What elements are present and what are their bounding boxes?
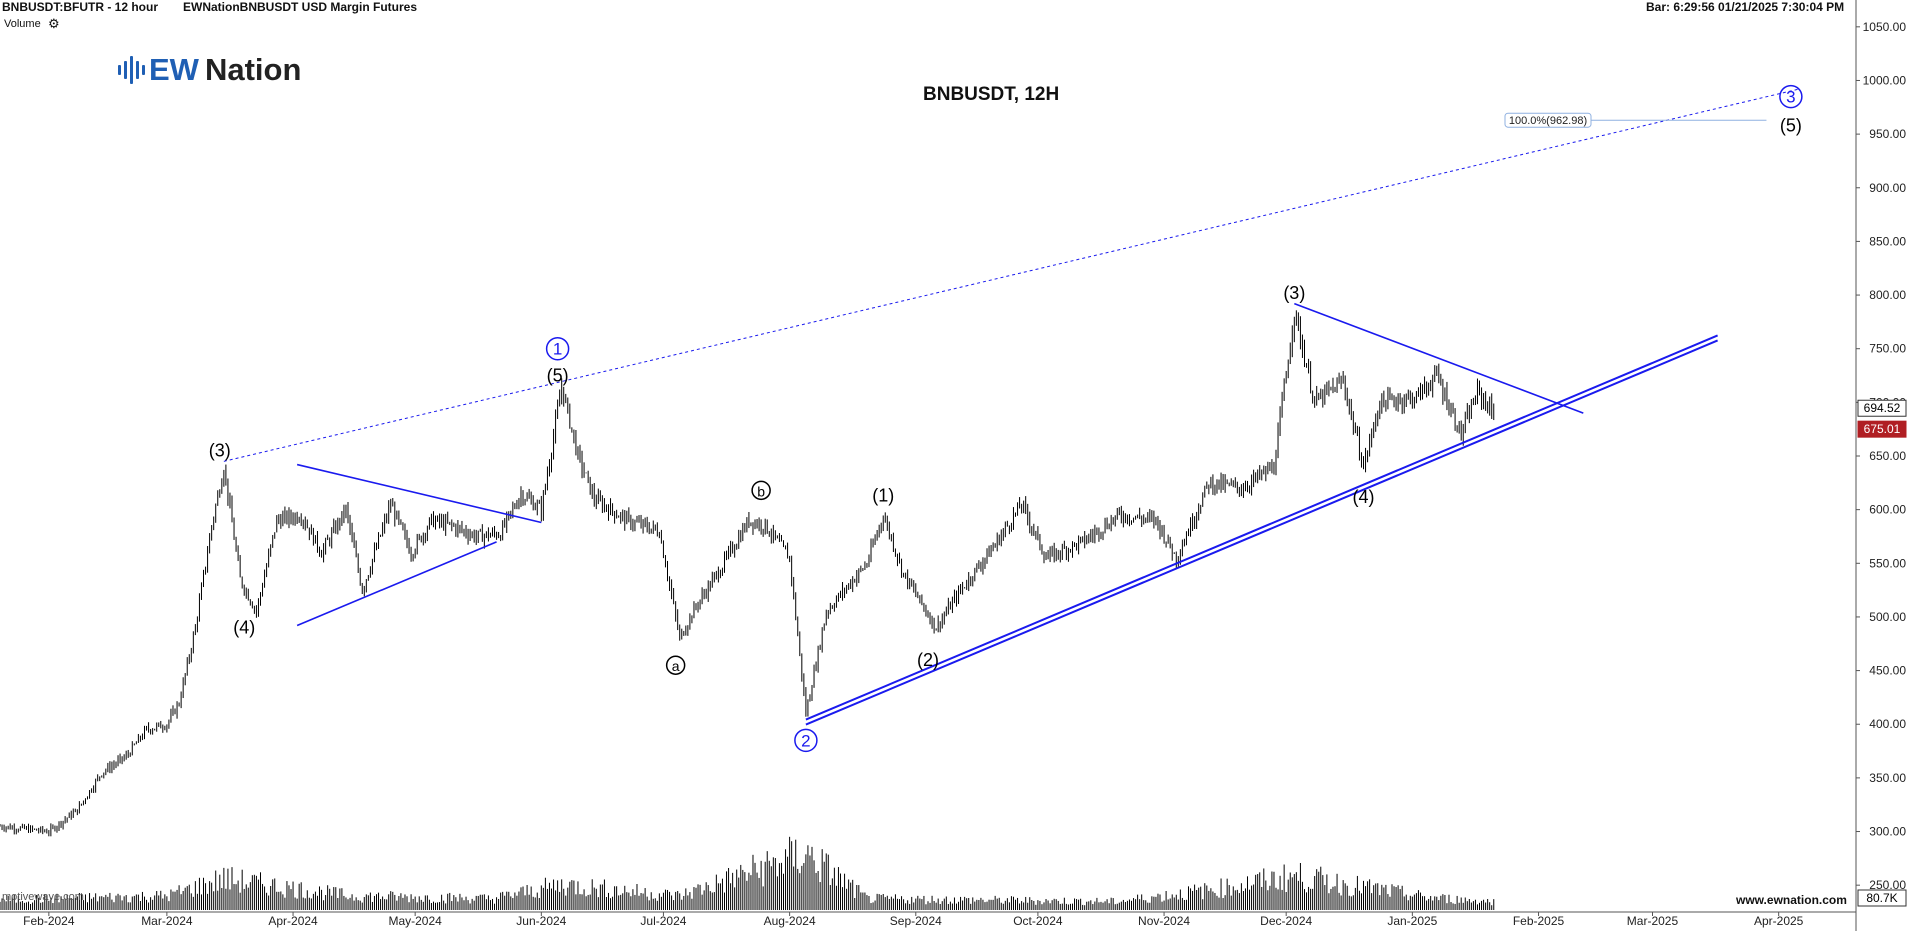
ew-nation-logo-icon <box>118 56 145 84</box>
ew-nation-logo: EW Nation <box>118 52 301 88</box>
y-tick-label: 300.00 <box>1869 825 1906 839</box>
x-tick-label: Sep-2024 <box>890 914 942 928</box>
x-tick-label: Aug-2024 <box>764 914 816 928</box>
wave-label: (4) <box>233 618 255 638</box>
wave-label: (5) <box>1780 116 1802 136</box>
wave-label: 3 <box>1786 88 1795 107</box>
x-tick-label: Jun-2024 <box>516 914 566 928</box>
y-tick-label: 600.00 <box>1869 503 1906 517</box>
chart-title: BNBUSDT, 12H <box>923 84 1060 105</box>
website-label: www.ewnation.com <box>1736 893 1847 907</box>
x-tick-label: Dec-2024 <box>1260 914 1312 928</box>
y-tick-label: 950.00 <box>1869 127 1906 141</box>
wave-label: 1 <box>553 340 562 359</box>
bar-time-readout: Bar: 6:29:56 01/21/2025 7:30:04 PM <box>1646 0 1845 14</box>
last-price-box <box>1857 420 1907 438</box>
wave-label: (3) <box>1283 283 1305 303</box>
wave-label: b <box>757 483 765 499</box>
y-tick-label: 250.00 <box>1869 878 1906 892</box>
watermark: motivewave.com <box>2 891 84 903</box>
instrument-description: EWNationBNBUSDT USD Margin Futures <box>183 0 417 14</box>
wave-label: (4) <box>1353 487 1375 507</box>
y-tick-label: 550.00 <box>1869 556 1906 570</box>
x-tick-label: Jul-2024 <box>640 914 686 928</box>
y-tick-label: 900.00 <box>1869 181 1906 195</box>
y-tick-label: 500.00 <box>1869 610 1906 624</box>
logo-ew-text: EW <box>149 52 199 87</box>
last-price-box <box>1857 399 1907 417</box>
wave-label: (1) <box>872 486 894 506</box>
x-tick-label: Mar-2024 <box>141 914 193 928</box>
wave-label: a <box>672 658 680 674</box>
trendline <box>1294 302 1584 414</box>
wave-label-circle <box>665 655 686 675</box>
x-tick-label: May-2024 <box>388 914 442 928</box>
gear-icon[interactable]: ⚙ <box>48 16 60 31</box>
x-tick-label: Apr-2025 <box>1754 914 1804 928</box>
wave-label-circle <box>751 480 771 501</box>
fib-level-box <box>1504 112 1592 128</box>
wave-label: (5) <box>547 366 569 386</box>
y-tick-label: 400.00 <box>1869 717 1906 731</box>
fib-level-label: 100.0%(962.98) <box>1509 115 1587 127</box>
trendline <box>296 541 497 627</box>
wave-label: 2 <box>801 731 810 750</box>
y-tick-label: 750.00 <box>1869 342 1906 356</box>
wave-label-circle <box>794 728 818 753</box>
x-tick-label: Feb-2024 <box>23 914 75 928</box>
y-tick-label: 650.00 <box>1869 449 1906 463</box>
x-tick-label: Apr-2024 <box>268 914 318 928</box>
y-tick-label: 850.00 <box>1869 234 1906 248</box>
y-tick-label: 1050.00 <box>1863 20 1907 34</box>
trendline <box>296 463 542 524</box>
x-tick-label: Jan-2025 <box>1387 914 1437 928</box>
y-tick-label: 800.00 <box>1869 288 1906 302</box>
x-tick-label: Feb-2025 <box>1513 914 1565 928</box>
last-price-label: 694.52 <box>1864 401 1901 415</box>
x-tick-label: Oct-2024 <box>1013 914 1063 928</box>
y-tick-label: 1000.00 <box>1863 73 1907 87</box>
logo-nation-text: Nation <box>204 52 302 87</box>
wave-label: (3) <box>209 441 231 461</box>
x-tick-label: Nov-2024 <box>1138 914 1190 928</box>
y-tick-label: 450.00 <box>1869 664 1906 678</box>
trendline-lower <box>805 339 1719 726</box>
volume-value-box <box>1857 889 1907 907</box>
symbol-label: BNBUSDT:BFUTR - 12 hour <box>2 0 158 14</box>
last-price-label: 675.01 <box>1864 422 1901 436</box>
wave-label-circle <box>1779 84 1803 109</box>
wave-label: (2) <box>917 650 939 670</box>
volume-study-label: Volume <box>4 18 41 30</box>
x-tick-label: Mar-2025 <box>1627 914 1679 928</box>
trendline-upper <box>805 334 1719 721</box>
wave-label-circle <box>545 336 570 361</box>
y-tick-label: 350.00 <box>1869 771 1906 785</box>
volume-value-label: 80.7K <box>1866 891 1897 905</box>
